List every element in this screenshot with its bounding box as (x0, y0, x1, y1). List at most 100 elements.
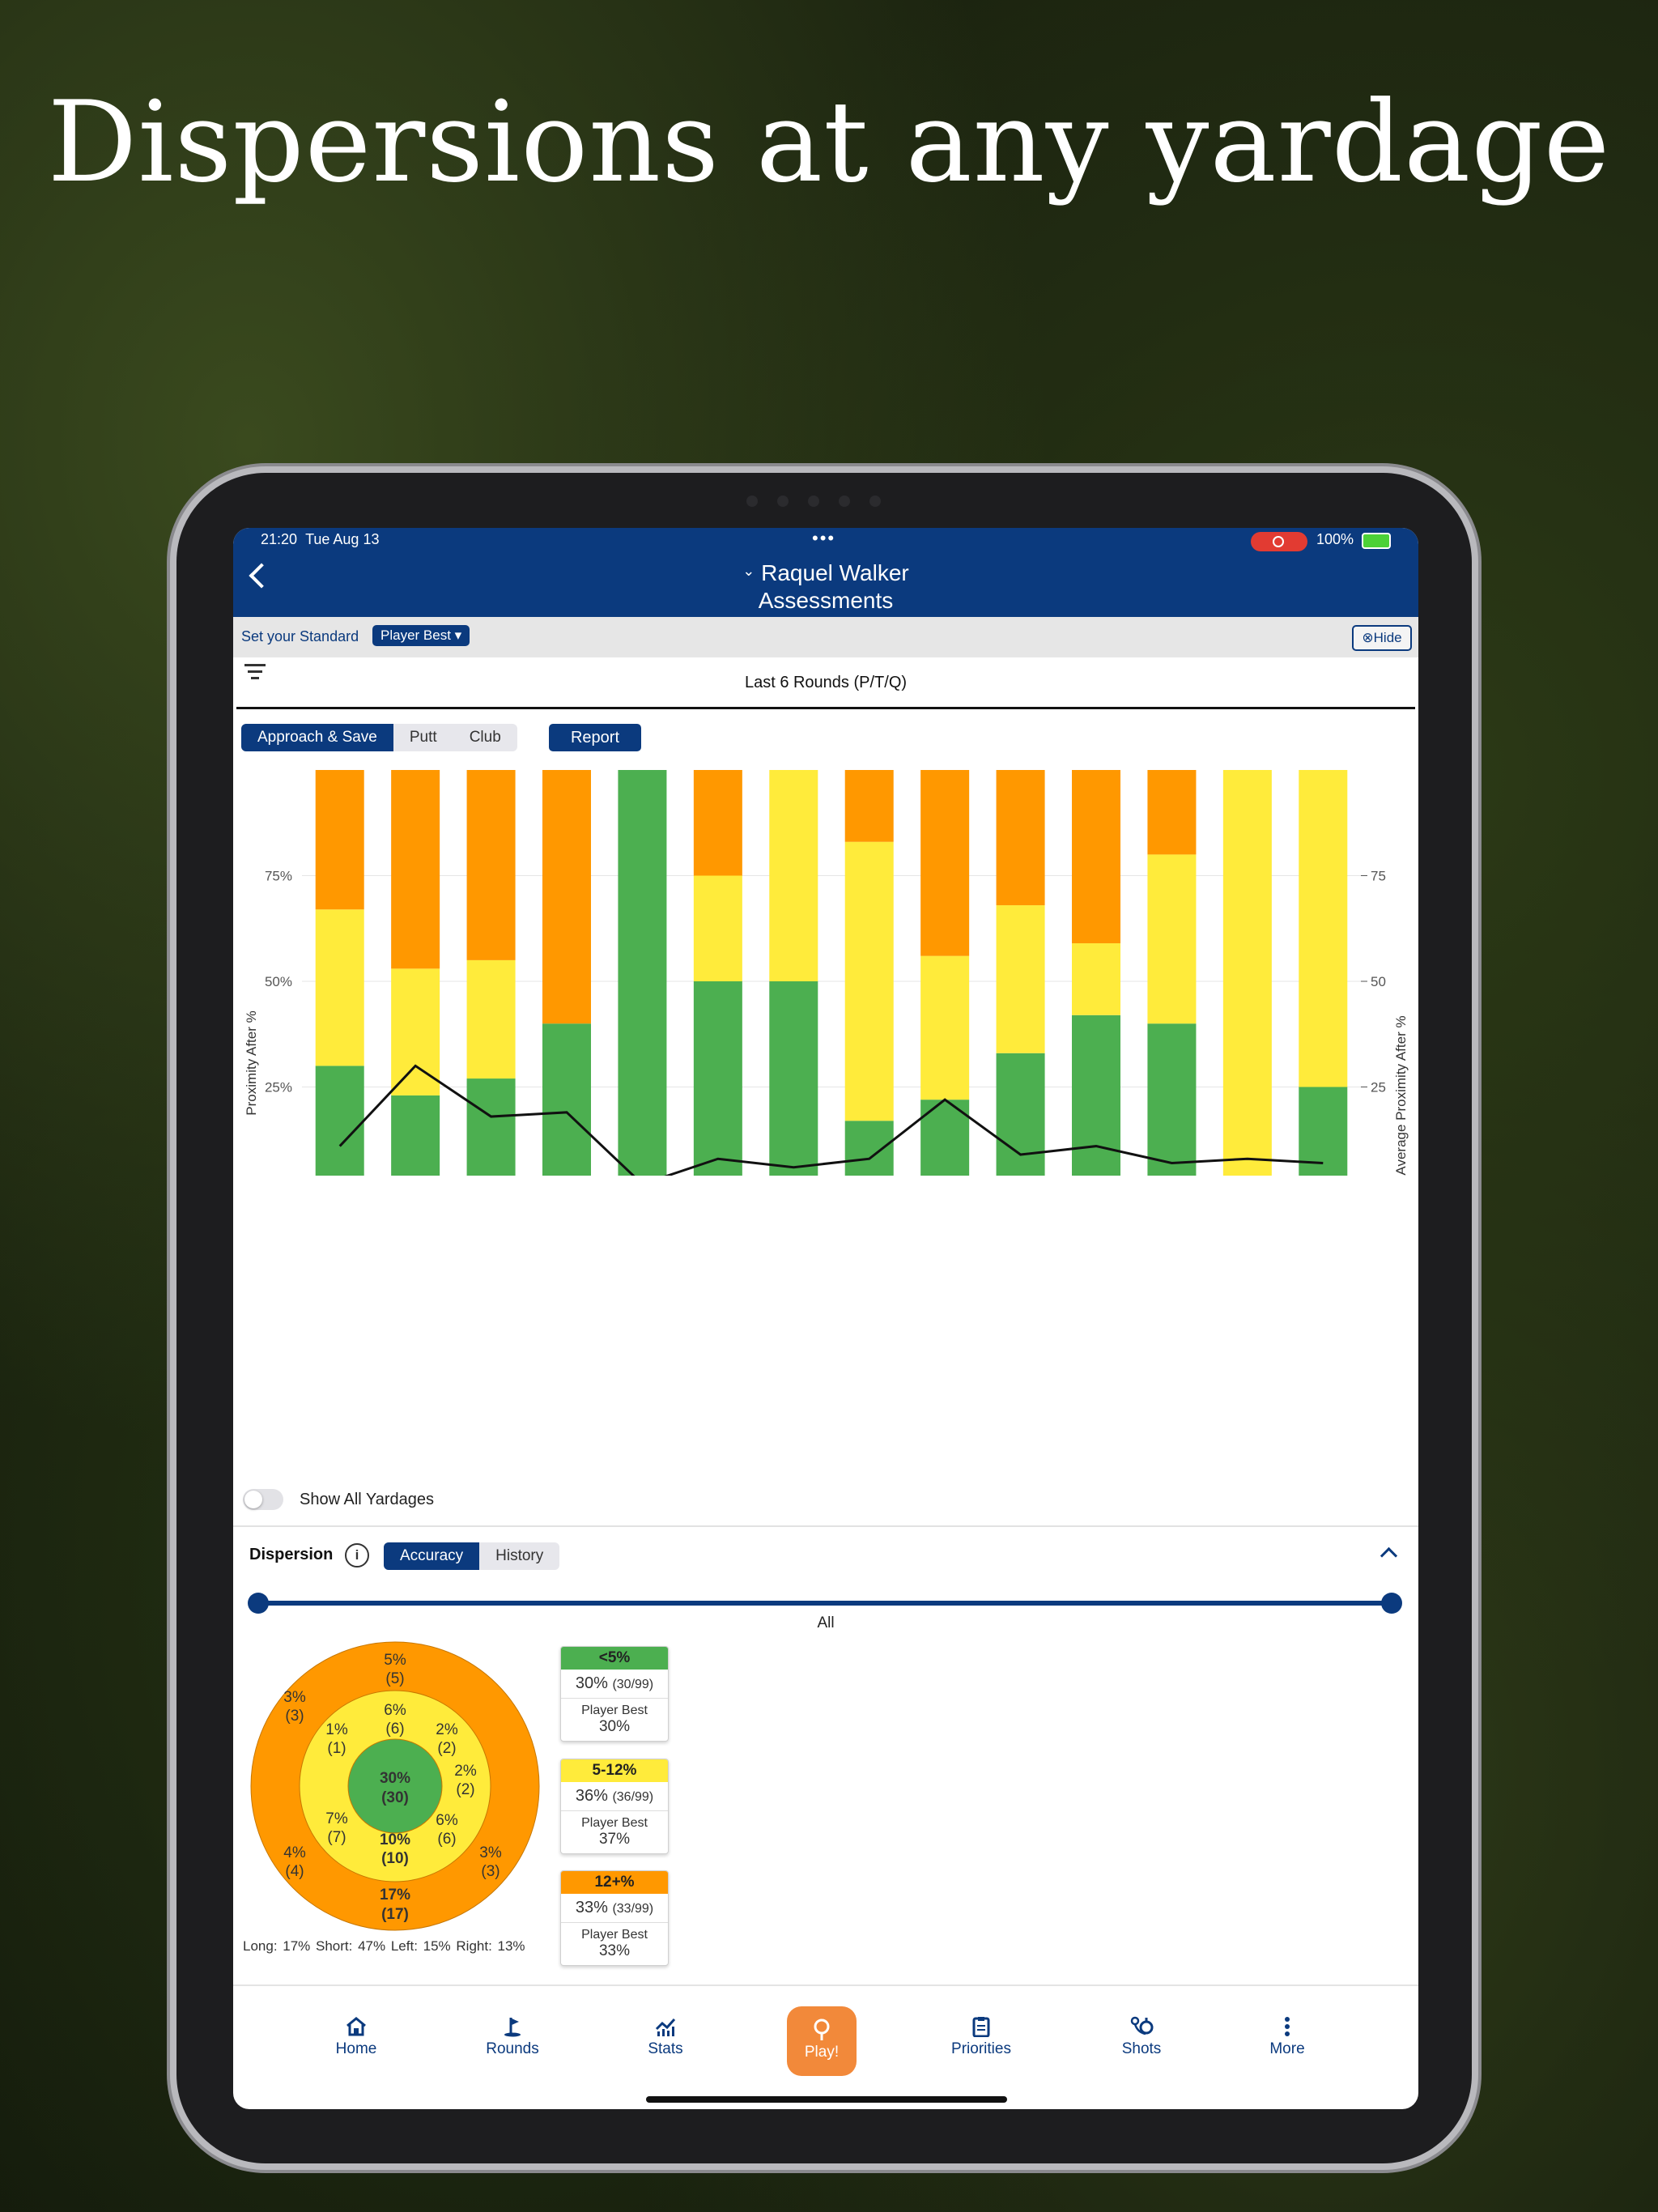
dispersion-tabs: Accuracy History (384, 1542, 560, 1570)
outer-bottom-count: (17) (381, 1906, 409, 1923)
dispersion-summary: Long: 17% Short: 47% Left: 15% Right: 13… (243, 1938, 525, 1954)
outer-upper-left-pct: 3% (283, 1689, 306, 1706)
collapse-icon[interactable] (1380, 1546, 1398, 1565)
bar-segment-yellow (315, 909, 364, 1066)
clipboard-icon (972, 2017, 990, 2037)
tab-approach-save[interactable]: Approach & Save (241, 724, 393, 751)
bar-segment-yellow (769, 770, 818, 981)
bar-segment-orange (315, 770, 364, 910)
outer-lower-right-count: (3) (481, 1863, 500, 1880)
bar-segment-yellow (1147, 854, 1197, 1024)
bar-segment-orange (391, 770, 440, 969)
player-selector[interactable]: ⌄ Raquel Walker (742, 560, 909, 585)
bar-segment-green (996, 1053, 1045, 1176)
show-all-toggle[interactable] (243, 1489, 283, 1510)
outer-bottom-pct: 17% (380, 1887, 410, 1904)
info-icon[interactable]: i (345, 1543, 369, 1568)
bar-segment-orange (920, 770, 970, 956)
tab-history[interactable]: History (495, 1547, 544, 1564)
divider (236, 707, 1415, 709)
bar-segment-yellow (1072, 943, 1120, 1015)
tab-club[interactable]: Club (469, 729, 501, 746)
y2-tick-label: 50 (1371, 974, 1386, 989)
headline: Dispersions at any yardage (47, 77, 1611, 207)
slider-handle-right[interactable] (1381, 1593, 1402, 1614)
range-slider-track[interactable] (256, 1601, 1391, 1606)
tab-accuracy[interactable]: Accuracy (384, 1542, 480, 1570)
avg-proximity-line (338, 1064, 1324, 1176)
tab-rounds[interactable]: Rounds (456, 2016, 569, 2058)
close-circle-icon: ⊗ (1362, 630, 1374, 645)
inner-bottom-count: (10) (381, 1850, 409, 1867)
center-count: (30) (381, 1789, 409, 1806)
bar-segment-yellow (1299, 770, 1348, 1087)
more-icon (1285, 2017, 1290, 2036)
camera-bar (737, 496, 915, 508)
hide-button[interactable]: ⊗Hide (1352, 625, 1412, 651)
bar-segment-yellow (391, 968, 440, 1095)
battery-icon (1362, 533, 1391, 549)
inner-upper-right-pct: 2% (436, 1721, 458, 1738)
show-all-label: Show All Yardages (300, 1491, 435, 1508)
rounds-label: Last 6 Rounds (P/T/Q) (744, 674, 908, 691)
standard-bar: Set your Standard Player Best ▾ ⊗Hide (233, 617, 1418, 657)
bar-segment-green (769, 981, 818, 1176)
standard-label: Set your Standard (241, 628, 359, 644)
tab-more[interactable]: More (1231, 2016, 1344, 2058)
bar-segment-green (1072, 1015, 1120, 1176)
bar-segment-green (844, 1121, 894, 1176)
tab-stats[interactable]: Stats (609, 2016, 722, 2058)
bar-segment-green (466, 1078, 516, 1176)
bar-segment-orange (996, 770, 1045, 906)
bar-segment-yellow (844, 841, 894, 1121)
outer-top-pct: 5% (384, 1652, 406, 1669)
inner-lower-left-pct: 7% (325, 1810, 348, 1827)
y-tick-label: 25% (265, 1080, 292, 1095)
filter-icon[interactable] (244, 664, 266, 680)
multitask-dots[interactable]: ••• (812, 528, 836, 548)
chevron-down-icon: ▾ (454, 627, 462, 643)
inner-top-pct: 6% (384, 1702, 406, 1719)
view-tabs: Approach & Save Putt Club (241, 724, 517, 751)
shots-icon (1130, 2016, 1154, 2035)
inner-lower-right-pct: 6% (436, 1812, 458, 1829)
bar-segment-yellow (996, 905, 1045, 1053)
report-button[interactable]: Report (549, 724, 641, 751)
inner-lower-left-count: (7) (327, 1829, 346, 1846)
y-tick-label: 75% (265, 869, 292, 884)
dispersion-target: 30% (30) 6% (6) 2% (2) 2% (2) 6% (6) 10%… (250, 1641, 540, 1931)
card-within-5: <5% 30% (30/99) Player Best 30% (560, 1646, 669, 1742)
bar-segment-green (315, 1066, 364, 1176)
outer-upper-left-count: (3) (285, 1708, 304, 1725)
card-5-12: 5-12% 36% (36/99) Player Best 37% (560, 1759, 669, 1854)
bar-segment-orange (542, 770, 591, 1024)
y-tick-label: 50% (265, 974, 292, 989)
golf-pin-icon (814, 2018, 830, 2040)
tab-shots[interactable]: Shots (1085, 2016, 1198, 2058)
bar-segment-orange (466, 770, 516, 960)
inner-right-count: (2) (456, 1781, 474, 1798)
inner-upper-left-count: (1) (327, 1740, 346, 1757)
bar-segment-orange (1147, 770, 1197, 855)
outer-lower-left-pct: 4% (283, 1844, 306, 1861)
bar-segment-yellow (693, 875, 742, 981)
bar-segment-green (618, 770, 667, 1176)
y-axis-label: Proximity After % (244, 1010, 259, 1115)
standard-select[interactable]: Player Best ▾ (372, 625, 470, 646)
stats-icon (655, 2018, 676, 2036)
bar-segment-green (391, 1095, 440, 1176)
inner-bottom-pct: 10% (380, 1831, 410, 1848)
bar-segment-green (1147, 1023, 1197, 1176)
outer-lower-right-pct: 3% (479, 1844, 502, 1861)
bar-segment-orange (693, 770, 742, 876)
page-title: Assessments (758, 588, 894, 613)
tab-home[interactable]: Home (300, 2016, 413, 2058)
slider-handle-left[interactable] (248, 1593, 269, 1614)
tab-play[interactable]: Play! (787, 2006, 857, 2076)
center-pct: 30% (380, 1770, 410, 1787)
divider (233, 1984, 1418, 1986)
y2-tick-label: 75 (1371, 869, 1386, 884)
tab-putt[interactable]: Putt (409, 729, 437, 746)
tab-priorities[interactable]: Priorities (925, 2016, 1038, 2058)
